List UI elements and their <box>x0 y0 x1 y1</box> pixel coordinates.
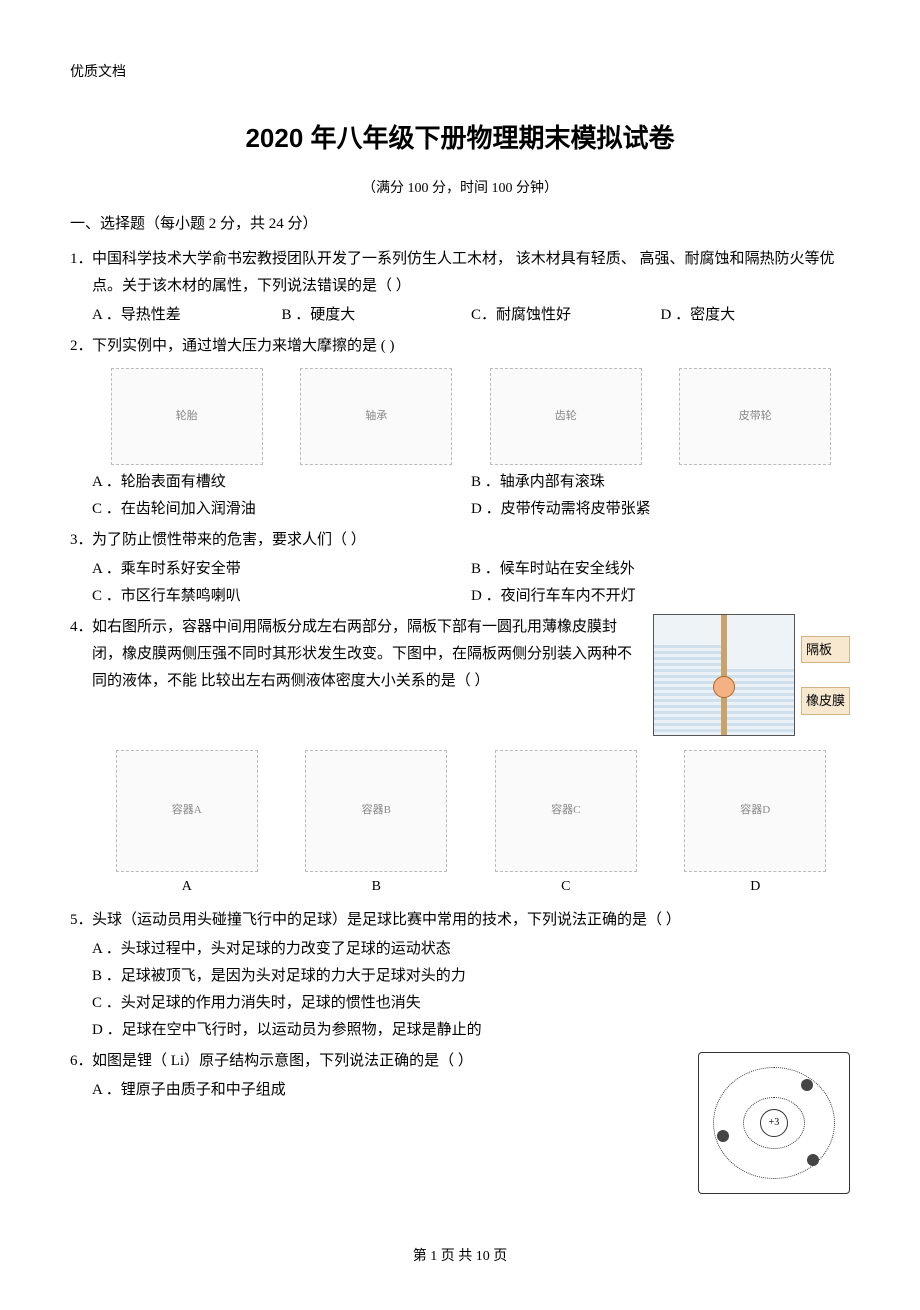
question-1: 1． 中国科学技术大学俞书宏教授团队开发了一系列仿生人工木材， 该木材具有轻质、… <box>70 246 850 329</box>
q5-number: 5． <box>70 907 92 1044</box>
q6-number: 6． <box>70 1048 92 1194</box>
q2-figure-b: 轴承 <box>300 368 452 465</box>
q4-number: 4． <box>70 614 92 903</box>
q6-figure-atom: +3 <box>698 1052 850 1194</box>
q3-option-d: D ．夜间行车车内不开灯 <box>471 583 850 610</box>
electron-icon <box>807 1154 819 1166</box>
electron-icon <box>801 1079 813 1091</box>
q4-label-divider: 隔板 <box>801 636 850 663</box>
q5-text: 头球（运动员用头碰撞飞行中的足球）是足球比赛中常用的技术，下列说法正确的是（ ） <box>92 907 850 934</box>
q6-nucleus-label: +3 <box>760 1109 788 1137</box>
q4-caption-c: C <box>561 874 570 899</box>
q1-option-d: D ．密度大 <box>661 302 851 329</box>
q1-option-a: A ．导热性差 <box>92 302 282 329</box>
q4-caption-a: A <box>182 874 192 899</box>
q3-option-b: B ．候车时站在安全线外 <box>471 556 850 583</box>
q4-caption-b: B <box>372 874 381 899</box>
q4-main-figure: 隔板 橡皮膜 <box>653 614 850 736</box>
q6-option-a: A ．锂原子由质子和中子组成 <box>92 1077 688 1104</box>
q3-text: 为了防止惯性带来的危害，要求人们（ ） <box>92 527 850 554</box>
section-1-heading: 一、选择题（每小题 2 分，共 24 分） <box>70 211 850 238</box>
question-4: 4． 隔板 橡皮膜 如右图所示，容器中间用隔板分成左右两部分，隔板下部有一圆孔用… <box>70 614 850 903</box>
q3-option-a: A ．乘车时系好安全带 <box>92 556 471 583</box>
q4-figure-b: 容器B <box>305 750 447 872</box>
question-6: 6． +3 如图是锂（ Li）原子结构示意图，下列说法正确的是（ ） A ．锂原… <box>70 1048 850 1194</box>
q4-caption-d: D <box>750 874 760 899</box>
q4-label-membrane: 橡皮膜 <box>801 687 850 714</box>
q1-text: 中国科学技术大学俞书宏教授团队开发了一系列仿生人工木材， 该木材具有轻质、 高强… <box>92 246 850 300</box>
question-5: 5． 头球（运动员用头碰撞飞行中的足球）是足球比赛中常用的技术，下列说法正确的是… <box>70 907 850 1044</box>
q4-figure-a: 容器A <box>116 750 258 872</box>
q4-figure-c: 容器C <box>495 750 637 872</box>
question-3: 3． 为了防止惯性带来的危害，要求人们（ ） A ．乘车时系好安全带 B ．候车… <box>70 527 850 610</box>
q2-option-a: A ．轮胎表面有槽纹 <box>92 469 471 496</box>
q5-option-b: B ．足球被顶飞，是因为头对足球的力大于足球对头的力 <box>92 963 850 990</box>
q2-figure-d: 皮带轮 <box>679 368 831 465</box>
page-footer: 第 1 页 共 10 页 <box>70 1244 850 1269</box>
q5-option-d: D ．足球在空中飞行时，以运动员为参照物，足球是静止的 <box>92 1017 850 1044</box>
q5-option-a: A ．头球过程中，头对足球的力改变了足球的运动状态 <box>92 936 850 963</box>
q1-option-b: B ．硬度大 <box>282 302 472 329</box>
exam-info: （满分 100 分，时间 100 分钟） <box>70 176 850 201</box>
q2-option-c: C ．在齿轮间加入润滑油 <box>92 496 471 523</box>
q2-figure-c: 齿轮 <box>490 368 642 465</box>
q2-text: 下列实例中，通过增大压力来增大摩擦的是 ( ) <box>92 333 850 360</box>
q2-figure-a: 轮胎 <box>111 368 263 465</box>
q1-option-c: C．耐腐蚀性好 <box>471 302 661 329</box>
q3-option-c: C ．市区行车禁鸣喇叭 <box>92 583 471 610</box>
q1-number: 1． <box>70 246 92 329</box>
q2-number: 2． <box>70 333 92 523</box>
q5-option-c: C ．头对足球的作用力消失时，足球的惯性也消失 <box>92 990 850 1017</box>
q3-number: 3． <box>70 527 92 610</box>
q2-option-d: D ．皮带传动需将皮带张紧 <box>471 496 850 523</box>
doc-tag: 优质文档 <box>70 60 850 85</box>
question-2: 2． 下列实例中，通过增大压力来增大摩擦的是 ( ) 轮胎 轴承 齿轮 皮带轮 … <box>70 333 850 523</box>
q4-figure-d: 容器D <box>684 750 826 872</box>
page-title: 2020 年八年级下册物理期末模拟试卷 <box>70 115 850 162</box>
q2-option-b: B ．轴承内部有滚珠 <box>471 469 850 496</box>
